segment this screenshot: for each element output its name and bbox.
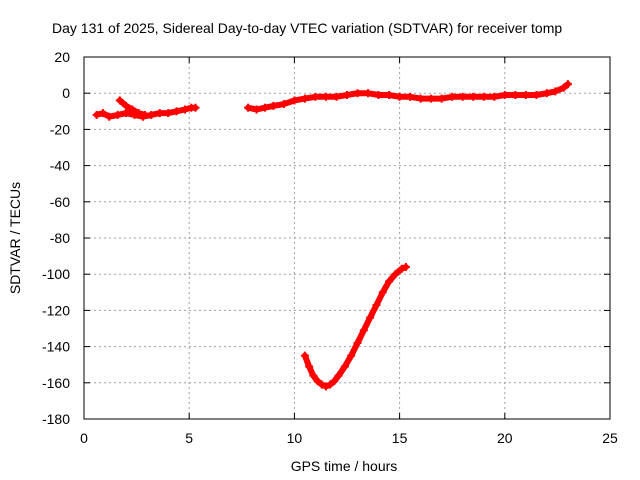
data-point: [391, 270, 400, 279]
data-point: [347, 351, 356, 360]
data-point: [521, 91, 530, 100]
y-tick-label: -120: [42, 302, 70, 318]
x-tick-label: 15: [392, 430, 408, 446]
data-point: [300, 351, 309, 360]
data-point: [279, 100, 288, 109]
data-point: [559, 83, 568, 92]
data-point: [500, 91, 509, 100]
data-point: [372, 300, 381, 309]
data-point: [164, 109, 173, 118]
data-point: [122, 109, 131, 118]
data-point: [172, 107, 181, 116]
y-tick-label: -80: [50, 230, 70, 246]
y-tick-label: -60: [50, 194, 70, 210]
x-axis-label: GPS time / hours: [291, 458, 398, 474]
data-point: [353, 89, 362, 98]
x-tick-label: 25: [602, 430, 618, 446]
data-point: [98, 109, 107, 118]
data-point: [469, 92, 478, 101]
data-point: [113, 110, 122, 119]
x-tick-label: 10: [287, 430, 303, 446]
data-point: [479, 92, 488, 101]
data-point: [406, 92, 415, 101]
data-point: [155, 109, 164, 118]
series-trace-segment-3: [301, 264, 409, 390]
y-tick-label: 0: [62, 85, 70, 101]
data-point: [317, 380, 326, 389]
data-point: [105, 112, 114, 121]
data-point: [364, 89, 373, 98]
data-point: [427, 94, 436, 103]
data-point: [490, 92, 499, 101]
data-point: [326, 380, 335, 389]
data-point: [269, 101, 278, 110]
data-point: [330, 376, 339, 385]
data-point: [511, 91, 520, 100]
data-point: [128, 105, 137, 114]
data-point: [321, 382, 330, 391]
y-tick-label: 20: [54, 49, 70, 65]
y-tick-label: -100: [42, 266, 70, 282]
data-point: [458, 92, 467, 101]
data-point: [244, 103, 253, 112]
data-point: [141, 110, 150, 119]
y-axis-label: SDTVAR / TECUs: [7, 182, 23, 294]
data-point: [191, 103, 200, 112]
plot-frame: [83, 56, 611, 420]
x-tick-label: 5: [185, 430, 193, 446]
y-tick-label: -180: [42, 411, 70, 427]
data-point: [122, 101, 131, 110]
data-point: [92, 110, 101, 119]
data-point: [551, 87, 560, 96]
data-point: [378, 288, 387, 297]
data-point: [353, 338, 362, 347]
data-point: [563, 80, 572, 89]
data-point: [340, 362, 349, 371]
data-point: [134, 109, 143, 118]
data-point: [115, 96, 124, 105]
data-point: [385, 91, 394, 100]
data-layer: [92, 80, 572, 391]
y-tick-label: -140: [42, 339, 70, 355]
y-tick-label: -40: [50, 158, 70, 174]
data-point: [374, 91, 383, 100]
data-point: [305, 362, 314, 371]
data-point: [321, 92, 330, 101]
x-tick-label: 20: [497, 430, 513, 446]
grid: [84, 57, 610, 419]
data-point: [395, 92, 404, 101]
y-tick-label: -20: [50, 121, 70, 137]
data-point: [437, 94, 446, 103]
data-point: [542, 89, 551, 98]
data-point: [290, 96, 299, 105]
data-point: [401, 262, 410, 271]
data-point: [359, 326, 368, 335]
data-point: [532, 91, 541, 100]
data-point: [385, 277, 394, 286]
axis-ticks: 0 5 10 15 20 25 20 0 -20 -40 -60 -80 -100 -120 -140 -16…: [42, 49, 618, 446]
data-point: [448, 92, 457, 101]
y-tick-label: -160: [42, 375, 70, 391]
data-point: [252, 105, 261, 114]
data-point: [416, 94, 425, 103]
chart-title: Day 131 of 2025, Sidereal Day-to-day VTE…: [52, 20, 562, 36]
data-point: [300, 94, 309, 103]
data-point: [180, 105, 189, 114]
data-point: [313, 376, 322, 385]
data-point: [309, 371, 318, 380]
data-point: [332, 92, 341, 101]
data-point: [366, 313, 375, 322]
data-point: [334, 371, 343, 380]
data-point: [343, 91, 351, 100]
data-point: [311, 92, 320, 101]
x-tick-label: 0: [80, 430, 88, 446]
data-point: [397, 264, 406, 273]
data-point: [260, 103, 269, 112]
